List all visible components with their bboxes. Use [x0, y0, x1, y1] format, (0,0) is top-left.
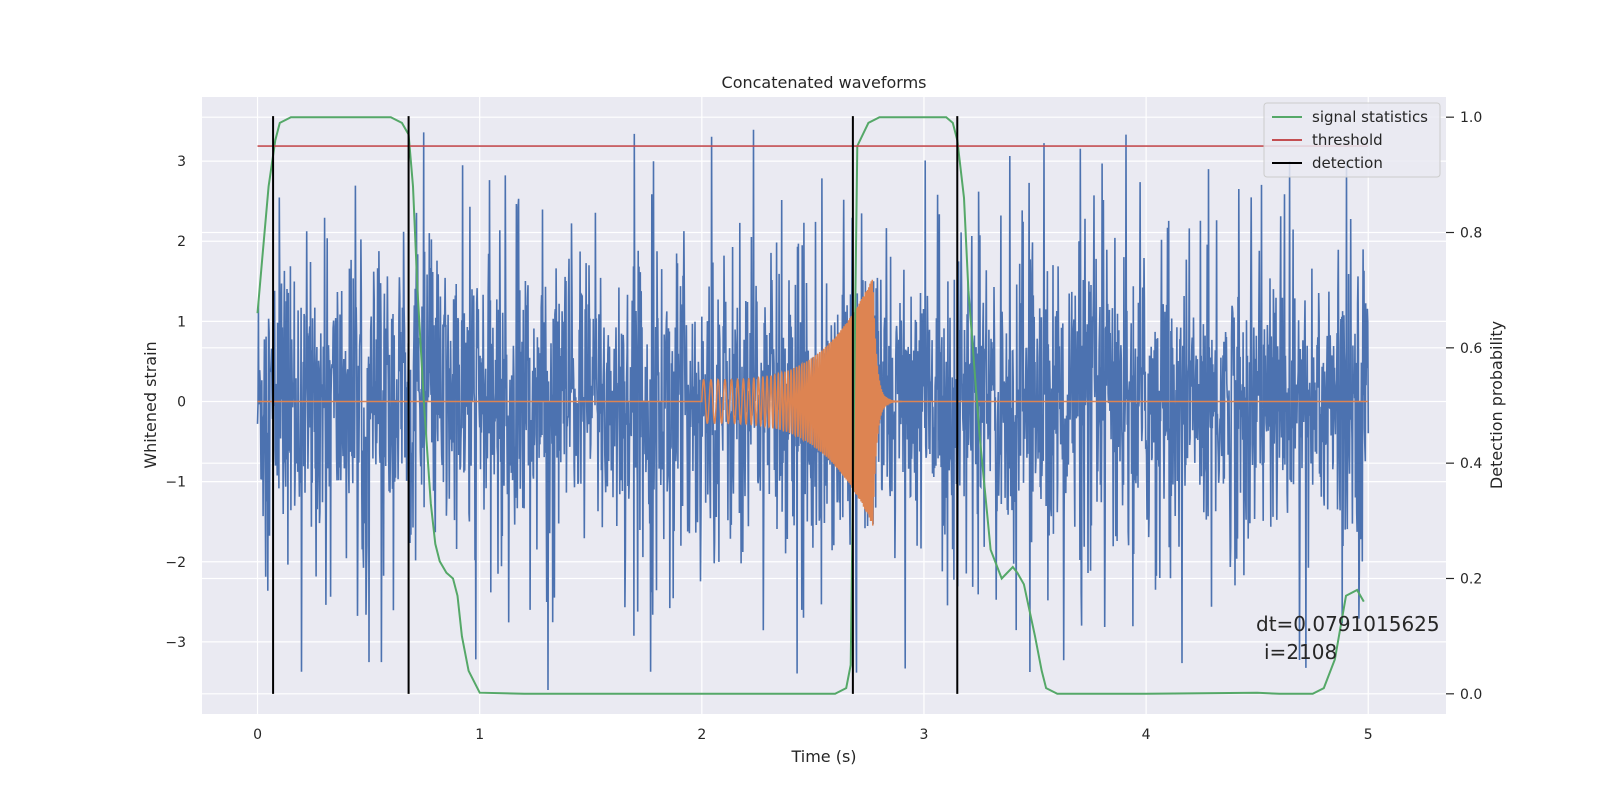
strain-series [256, 129, 1370, 691]
right-y-axis-ticks: 0.0 0.2 0.4 0.6 0.8 1.0 [1446, 110, 1482, 703]
y-tick-label: 1 [177, 314, 186, 330]
signal-statistics-series [256, 116, 1365, 695]
legend-label-signal-statistics: signal statistics [1312, 108, 1428, 126]
right-y-tick-label: 1.0 [1460, 110, 1482, 126]
x-tick-label: 2 [697, 727, 706, 743]
y-axis-label: Whitened strain [141, 341, 160, 468]
right-y-tick-label: 0.8 [1460, 226, 1482, 242]
legend-label-threshold: threshold [1312, 131, 1383, 149]
chart-title: Concatenated waveforms [722, 73, 927, 92]
x-tick-label: 4 [1142, 727, 1151, 743]
y-tick-label: −3 [165, 635, 186, 651]
y-axis-ticks: −3 −2 −1 0 1 2 3 [165, 154, 186, 651]
y-tick-label: −1 [165, 475, 186, 491]
right-y-tick-label: 0.2 [1460, 571, 1482, 587]
annotation-i: i=2108 [1264, 640, 1337, 664]
y-tick-label: 3 [177, 154, 186, 170]
right-y-axis-label: Detection probability [1487, 321, 1506, 489]
detection-lines [272, 116, 959, 694]
annotation: dt=0.0791015625 i=2108 [1256, 612, 1440, 664]
y-tick-label: −2 [165, 555, 186, 571]
right-y-tick-label: 0.4 [1460, 456, 1482, 472]
x-tick-label: 1 [475, 727, 484, 743]
template-waveform-series [257, 279, 1369, 526]
annotation-dt: dt=0.0791015625 [1256, 612, 1440, 636]
x-tick-label: 0 [253, 727, 262, 743]
x-tick-label: 5 [1364, 727, 1373, 743]
x-axis-label: Time (s) [790, 747, 856, 766]
legend-label-detection: detection [1312, 154, 1383, 172]
legend: signal statistics threshold detection [1263, 102, 1441, 178]
right-y-tick-label: 0.0 [1460, 687, 1482, 703]
right-y-tick-label: 0.6 [1460, 341, 1482, 357]
x-axis-ticks: 0 1 2 3 4 5 [253, 727, 1373, 743]
x-tick-label: 3 [920, 727, 929, 743]
y-tick-label: 0 [177, 394, 186, 410]
legend-box [1263, 102, 1441, 178]
y-tick-label: 2 [177, 234, 186, 250]
